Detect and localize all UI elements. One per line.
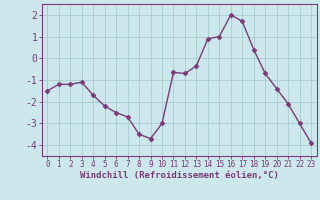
X-axis label: Windchill (Refroidissement éolien,°C): Windchill (Refroidissement éolien,°C) [80, 171, 279, 180]
